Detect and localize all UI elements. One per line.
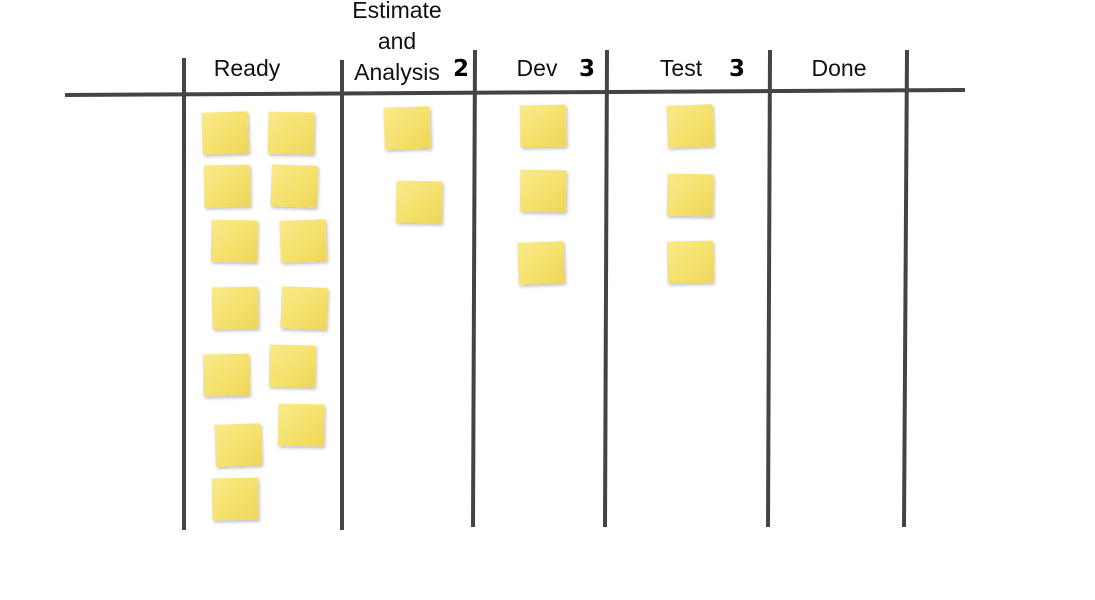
column-divider	[471, 49, 477, 528]
sticky-note	[201, 111, 249, 155]
sticky-note	[280, 286, 328, 330]
sticky-notes	[201, 104, 714, 521]
column-divider	[603, 49, 609, 528]
sticky-note	[267, 111, 315, 155]
column-title: Ready	[214, 55, 281, 81]
column-headers: Ready Estimate and Analysis 2 Dev 3 Test 3 Done	[214, 0, 867, 85]
sticky-note	[203, 164, 251, 208]
sticky-note	[211, 477, 259, 521]
sticky-note	[268, 344, 316, 388]
column-title: Estimate and Analysis	[352, 0, 441, 85]
sticky-note	[517, 241, 565, 285]
column-title: Dev	[517, 55, 558, 81]
wip-limit: 3	[579, 56, 595, 82]
sticky-note	[666, 173, 714, 217]
wip-limit: 3	[729, 56, 745, 82]
column-title: Test	[660, 55, 703, 81]
column-divider	[902, 49, 909, 528]
sticky-note	[211, 286, 259, 330]
sticky-note	[277, 403, 325, 447]
sticky-note	[383, 106, 431, 150]
sticky-note	[519, 169, 567, 213]
wip-limit: 2	[453, 56, 469, 82]
sticky-note	[395, 180, 443, 224]
sticky-note	[666, 240, 714, 284]
column-divider	[766, 49, 772, 528]
sticky-note	[202, 353, 250, 397]
header-divider	[64, 88, 966, 97]
sticky-note	[666, 104, 714, 148]
sticky-note	[214, 423, 262, 467]
column-title: Done	[812, 55, 867, 81]
sticky-note	[279, 219, 327, 263]
sticky-note	[519, 104, 567, 148]
sticky-note	[270, 164, 318, 208]
sticky-note	[210, 219, 258, 263]
